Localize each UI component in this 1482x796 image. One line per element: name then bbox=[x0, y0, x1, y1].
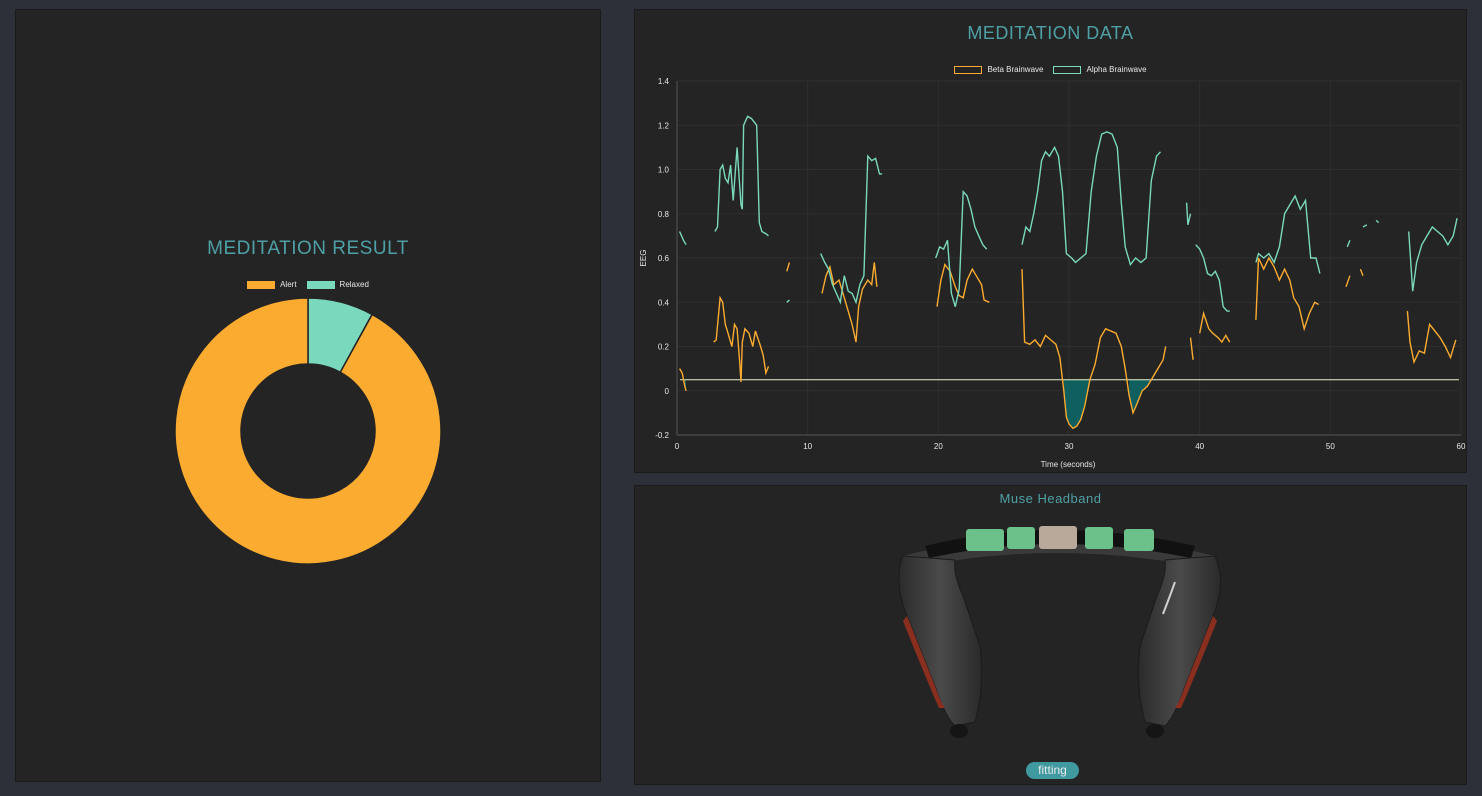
beta-brainwave-line bbox=[1189, 337, 1194, 360]
x-tick-label: 50 bbox=[1326, 442, 1335, 451]
beta-brainwave-line bbox=[936, 263, 990, 307]
meditation-result-donut-chart bbox=[174, 297, 442, 565]
x-tick-label: 30 bbox=[1065, 442, 1074, 451]
meditation-data-line-chart: 1.4 1.2 1.0 0.8 0.6 0.4 0.2 0 -0.2 0 10 20 30 40 50 60 T… bbox=[639, 77, 1466, 469]
fitting-status-badge[interactable]: fitting bbox=[1026, 762, 1079, 779]
alpha-brainwave-line bbox=[1408, 218, 1458, 292]
alpha-brainwave-line bbox=[1185, 202, 1192, 225]
alpha-brainwave-line bbox=[1021, 131, 1162, 267]
x-tick-label: 60 bbox=[1457, 442, 1466, 451]
y-axis-label: EEG bbox=[639, 250, 648, 267]
meditation-result-panel: MEDITATION RESULT Alert Relaxed bbox=[15, 9, 601, 782]
alpha-brainwave-line bbox=[820, 154, 883, 305]
x-axis-label: Time (seconds) bbox=[1041, 460, 1096, 469]
legend-item-alpha[interactable]: Alpha Brainwave bbox=[1053, 65, 1147, 74]
beta-brainwave-line bbox=[1199, 310, 1231, 344]
beta-brainwave-line bbox=[1021, 269, 1167, 430]
threshold-fill-area bbox=[1063, 379, 1090, 429]
legend-swatch-beta bbox=[954, 65, 983, 74]
x-tick-label: 40 bbox=[1195, 442, 1204, 451]
x-tick-label: 10 bbox=[803, 442, 812, 451]
beta-brainwave-line bbox=[1345, 275, 1351, 288]
beta-brainwave-line bbox=[821, 262, 878, 343]
meditation-data-panel: MEDITATION DATA Beta Brainwave Alpha Bra… bbox=[634, 9, 1467, 473]
y-tick-label: 0.8 bbox=[658, 210, 670, 219]
legend-swatch-alert bbox=[247, 280, 276, 289]
alpha-brainwave-line bbox=[714, 115, 769, 237]
alpha-brainwave-line bbox=[1195, 244, 1230, 312]
y-tick-label: 1.4 bbox=[658, 77, 670, 86]
legend-item-beta[interactable]: Beta Brainwave bbox=[954, 65, 1043, 74]
y-tick-label: 0 bbox=[665, 387, 670, 396]
y-tick-label: -0.2 bbox=[655, 431, 669, 440]
beta-brainwave-line bbox=[678, 368, 687, 391]
meditation-result-legend[interactable]: Alert Relaxed bbox=[16, 280, 600, 289]
alpha-brainwave-line bbox=[1362, 224, 1368, 228]
beta-brainwave-line bbox=[713, 295, 770, 382]
x-tick-label: 0 bbox=[675, 442, 680, 451]
alpha-brainwave-line bbox=[786, 299, 790, 303]
alpha-brainwave-line bbox=[1255, 194, 1321, 274]
beta-brainwave-line bbox=[1255, 256, 1319, 332]
y-tick-label: 1.2 bbox=[658, 121, 670, 130]
meditation-result-title: MEDITATION RESULT bbox=[207, 238, 409, 259]
donut-slice-alert[interactable] bbox=[174, 297, 442, 565]
muse-headband-title: Muse Headband bbox=[999, 491, 1102, 506]
muse-headband-icon[interactable] bbox=[635, 486, 1466, 784]
legend-item-alert[interactable]: Alert bbox=[247, 280, 297, 289]
beta-brainwave-line bbox=[786, 262, 791, 272]
alpha-brainwave-line bbox=[935, 189, 988, 307]
y-tick-label: 1.0 bbox=[658, 166, 670, 175]
legend-label-alert: Alert bbox=[280, 280, 297, 289]
legend-item-relaxed[interactable]: Relaxed bbox=[306, 280, 369, 289]
legend-swatch-relaxed bbox=[306, 280, 335, 289]
meditation-data-title: MEDITATION DATA bbox=[967, 23, 1134, 43]
legend-label-relaxed: Relaxed bbox=[339, 280, 369, 289]
y-tick-label: 0.2 bbox=[658, 343, 670, 352]
meditation-data-legend[interactable]: Beta Brainwave Alpha Brainwave bbox=[635, 65, 1466, 74]
legend-label-alpha: Alpha Brainwave bbox=[1086, 65, 1147, 74]
beta-brainwave-line bbox=[1359, 268, 1364, 276]
legend-swatch-alpha bbox=[1053, 65, 1082, 74]
alpha-brainwave-line bbox=[678, 231, 687, 246]
muse-headband-panel: Muse Headband fitting bbox=[634, 485, 1467, 785]
y-tick-label: 0.6 bbox=[658, 254, 670, 263]
y-tick-label: 0.4 bbox=[658, 298, 670, 307]
threshold-fill-area bbox=[1129, 379, 1153, 413]
alpha-brainwave-line bbox=[1375, 219, 1380, 224]
legend-label-beta: Beta Brainwave bbox=[987, 65, 1044, 74]
alpha-brainwave-line bbox=[1346, 240, 1351, 248]
beta-brainwave-line bbox=[1406, 311, 1457, 365]
x-tick-label: 20 bbox=[934, 442, 943, 451]
